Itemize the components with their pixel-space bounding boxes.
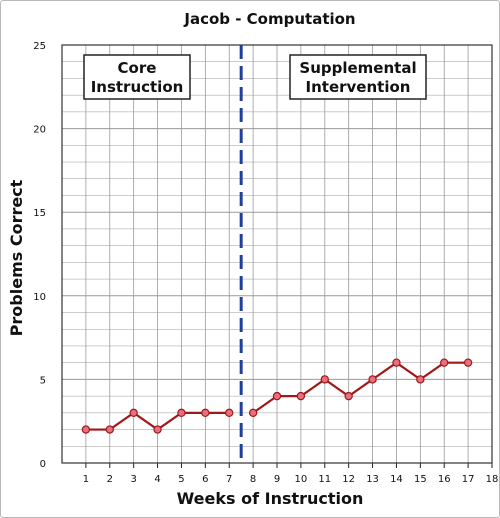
phase-label-border <box>83 54 191 100</box>
x-tick-label: 16 <box>438 474 451 485</box>
chart-title: Jacob - Computation <box>183 10 355 28</box>
data-point <box>440 358 449 367</box>
series-line <box>252 361 469 414</box>
phase-label-text: Supplemental <box>299 59 416 77</box>
x-tick-label: 11 <box>318 474 331 485</box>
y-tick-label: 20 <box>33 125 46 136</box>
data-point <box>248 408 258 418</box>
phase-label-text: Intervention <box>306 78 411 96</box>
y-tick-label: 0 <box>40 459 46 470</box>
y-tick-label: 15 <box>33 208 46 219</box>
grid <box>61 44 493 468</box>
plot-border <box>61 44 493 464</box>
x-tick-label: 14 <box>390 474 403 485</box>
y-axis-title: Problems Correct <box>7 179 26 336</box>
data-point <box>320 375 329 384</box>
data-point <box>201 408 210 418</box>
phase-label-text: Instruction <box>91 78 184 96</box>
data-point <box>368 375 377 384</box>
data-point <box>344 391 353 401</box>
data-point <box>463 358 473 367</box>
x-tick-label: 1 <box>83 474 89 485</box>
x-tick-label: 7 <box>226 474 232 485</box>
x-tick-label: 12 <box>342 474 355 485</box>
data-point <box>81 425 91 434</box>
x-tick-label: 4 <box>154 474 160 485</box>
data-point <box>225 408 234 418</box>
data-point <box>105 425 114 434</box>
phase-label-border <box>289 54 427 100</box>
x-tick-label: 13 <box>366 474 379 485</box>
data-series <box>81 358 473 434</box>
y-tick-label: 10 <box>33 292 46 303</box>
data-point <box>416 375 425 384</box>
x-tick-label: 3 <box>130 474 136 485</box>
data-point <box>296 391 306 401</box>
x-tick-label: 9 <box>274 474 280 485</box>
data-point <box>392 358 401 367</box>
data-point <box>272 391 282 401</box>
y-tick-label: 25 <box>33 41 46 52</box>
phase-label-text: Core <box>118 59 157 77</box>
x-axis-title: Weeks of Instruction <box>177 489 364 508</box>
x-tick-label: 2 <box>107 474 113 485</box>
x-tick-label: 15 <box>414 474 427 485</box>
x-tick-label: 17 <box>462 474 475 485</box>
data-point <box>129 408 138 418</box>
x-tick-label: 6 <box>202 474 208 485</box>
x-tick-label: 5 <box>178 474 184 485</box>
y-tick-label: 5 <box>40 375 46 386</box>
data-point <box>177 408 186 418</box>
data-point <box>153 425 162 434</box>
x-tick-label: 10 <box>295 474 308 485</box>
x-tick-label: 18 <box>486 474 499 485</box>
x-tick-label: 8 <box>250 474 256 485</box>
